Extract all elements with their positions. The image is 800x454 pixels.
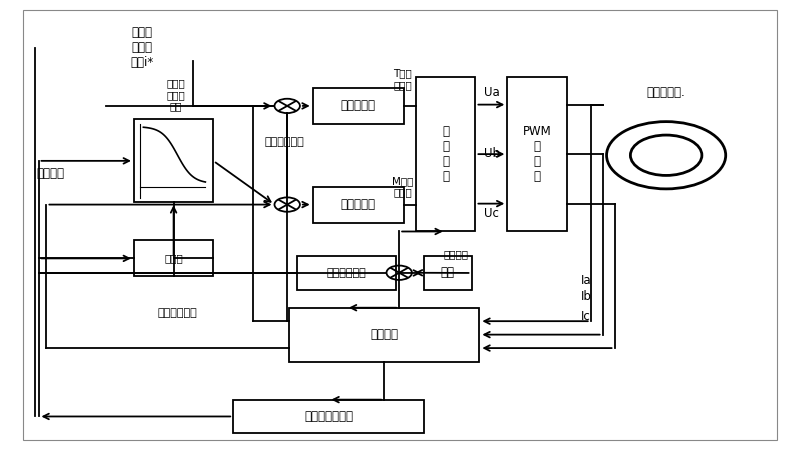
FancyBboxPatch shape bbox=[424, 256, 471, 290]
Text: 电流调节器: 电流调节器 bbox=[341, 198, 376, 211]
Text: Ib: Ib bbox=[581, 290, 592, 303]
Text: M轴电
压分量: M轴电 压分量 bbox=[392, 176, 413, 197]
Text: 交流电动机.: 交流电动机. bbox=[646, 86, 686, 99]
Text: PWM
逆
变
器: PWM 逆 变 器 bbox=[522, 125, 551, 183]
FancyBboxPatch shape bbox=[233, 400, 424, 433]
Text: Ic: Ic bbox=[581, 310, 591, 323]
Text: Ua: Ua bbox=[484, 86, 500, 99]
FancyBboxPatch shape bbox=[134, 241, 214, 276]
FancyBboxPatch shape bbox=[289, 308, 479, 361]
Text: 测速或速度辨识: 测速或速度辨识 bbox=[304, 410, 353, 423]
FancyBboxPatch shape bbox=[416, 77, 475, 232]
Text: 计算滑差频率: 计算滑差频率 bbox=[326, 268, 366, 278]
Text: 转矩电
流分量
指令i*: 转矩电 流分量 指令i* bbox=[130, 26, 154, 69]
Text: T轴电
压分量: T轴电 压分量 bbox=[393, 68, 412, 90]
Text: 旋转角度: 旋转角度 bbox=[444, 249, 469, 259]
Text: 反馈速度: 反馈速度 bbox=[37, 167, 65, 180]
FancyBboxPatch shape bbox=[313, 88, 404, 124]
Text: 励磁电
流分量
指令: 励磁电 流分量 指令 bbox=[166, 78, 186, 111]
Text: 积分: 积分 bbox=[441, 266, 454, 280]
Text: Uc: Uc bbox=[484, 207, 499, 220]
FancyBboxPatch shape bbox=[134, 119, 214, 202]
Text: Ia: Ia bbox=[581, 274, 592, 287]
Text: 磁处理: 磁处理 bbox=[164, 253, 183, 263]
Text: 反馈力矩电流: 反馈力矩电流 bbox=[265, 137, 305, 147]
FancyBboxPatch shape bbox=[507, 77, 567, 232]
Text: 坐标变换: 坐标变换 bbox=[370, 328, 398, 341]
Text: 反馈励磁电流: 反馈励磁电流 bbox=[158, 308, 198, 318]
Text: 电流调节器: 电流调节器 bbox=[341, 99, 376, 113]
Text: 坐
标
变
换: 坐 标 变 换 bbox=[442, 125, 449, 183]
FancyBboxPatch shape bbox=[297, 256, 396, 290]
FancyBboxPatch shape bbox=[313, 187, 404, 222]
Text: Ub: Ub bbox=[484, 147, 500, 159]
